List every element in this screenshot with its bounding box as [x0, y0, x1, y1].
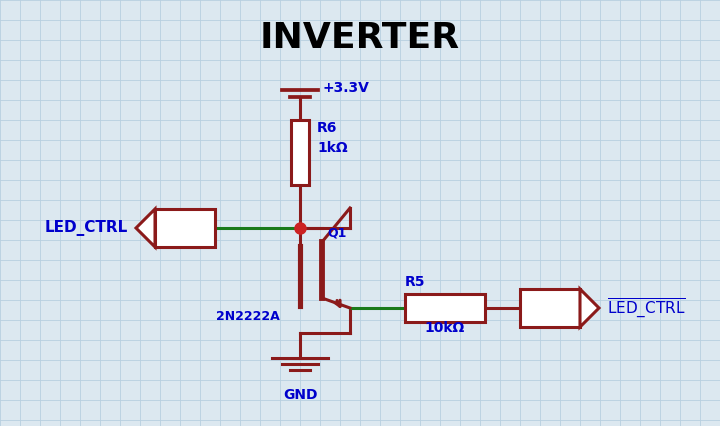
Text: 10kΩ: 10kΩ — [425, 321, 465, 335]
Text: R5: R5 — [405, 275, 426, 289]
Text: $\overline{\mathrm{LED\_CTRL}}$: $\overline{\mathrm{LED\_CTRL}}$ — [607, 296, 685, 320]
Text: LED_CTRL: LED_CTRL — [45, 220, 128, 236]
Bar — [405, 294, 485, 322]
Text: R6: R6 — [317, 121, 338, 135]
Polygon shape — [136, 209, 155, 247]
Text: 1kΩ: 1kΩ — [317, 141, 348, 155]
Text: INVERTER: INVERTER — [260, 21, 460, 55]
Text: 2N2222A: 2N2222A — [216, 310, 280, 323]
Polygon shape — [580, 289, 599, 327]
Bar — [155, 209, 215, 247]
Text: +3.3V: +3.3V — [322, 81, 369, 95]
Text: GND: GND — [283, 388, 318, 402]
Bar — [520, 289, 580, 327]
Text: Q1: Q1 — [327, 226, 346, 239]
Bar — [291, 120, 309, 185]
